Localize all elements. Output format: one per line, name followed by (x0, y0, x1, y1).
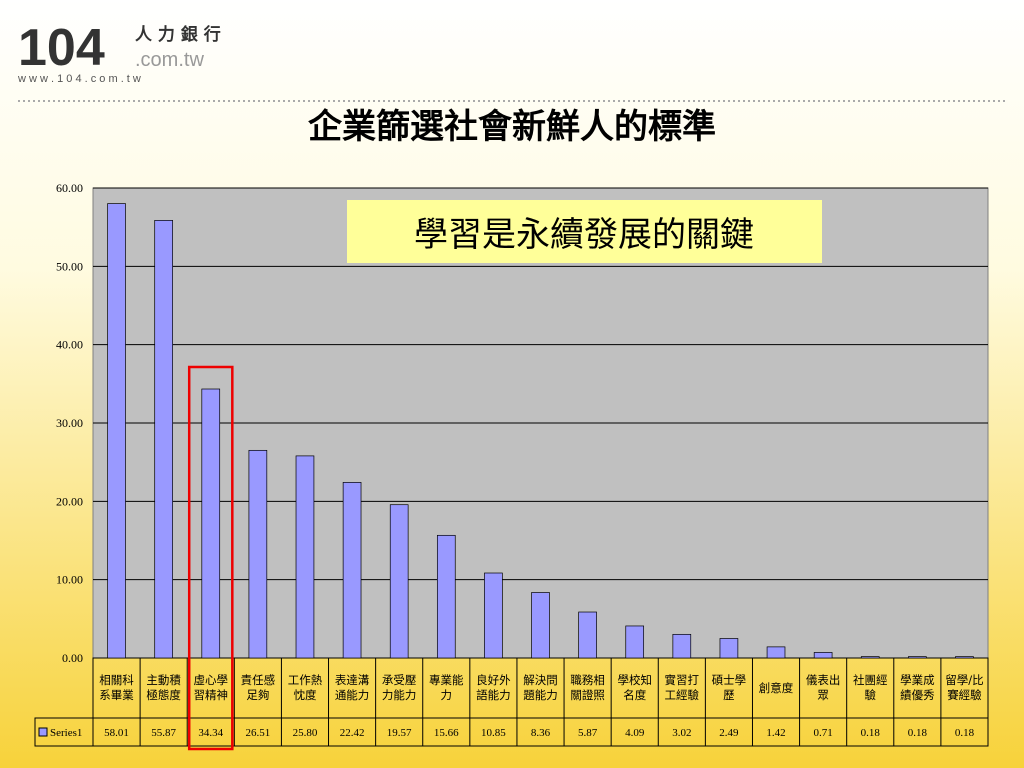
data-label: 0.18 (955, 727, 975, 739)
x-tick-label: 專業能力 (429, 673, 464, 702)
bar (672, 633, 692, 659)
annotation-box (347, 200, 822, 263)
x-tick-label-box: 職務相關證照 (570, 673, 605, 702)
y-tick-label: 20.00 (56, 494, 83, 508)
data-label: 15.66 (434, 727, 459, 739)
bar (295, 455, 315, 659)
data-label: 2.49 (719, 727, 739, 739)
data-label: 0.18 (861, 727, 881, 739)
x-tick-label: 學校知名度 (617, 673, 652, 702)
bar (342, 482, 362, 659)
x-tick-label: 虛心學習精神 (193, 673, 229, 702)
bar (955, 656, 974, 659)
x-tick-label: 解決問題能力 (523, 673, 558, 702)
bar (107, 203, 126, 659)
bar (625, 625, 645, 659)
bar (154, 220, 173, 659)
logo-url: w w w . 1 0 4 . c o m . t w (17, 73, 141, 85)
x-tick-label-box: 實習打工經驗 (664, 673, 700, 702)
x-tick-label: 承受壓力能力 (381, 673, 417, 702)
y-tick-label: 60.00 (56, 181, 83, 195)
x-tick-label-box: 工作熱忱度 (287, 673, 323, 702)
highlight-box (187, 365, 234, 751)
data-label: 34.34 (198, 727, 223, 739)
bar (531, 592, 550, 659)
data-label: 19.57 (387, 727, 412, 739)
bar (248, 449, 268, 659)
x-tick-label-box: 解決問題能力 (523, 673, 558, 702)
data-label: 58.01 (104, 727, 129, 739)
x-tick-label: 相關科系畢業 (99, 673, 134, 702)
y-tick-label: 40.00 (56, 338, 83, 352)
x-tick-label-box: 學業成績優秀 (900, 673, 935, 702)
x-tick-label-box: 表達溝通能力 (334, 673, 370, 702)
y-tick-label: 10.00 (56, 573, 83, 587)
x-tick-label: 學業成績優秀 (900, 673, 935, 702)
legend-key (38, 727, 48, 737)
x-tick-label-box: 相關科系畢業 (99, 673, 134, 702)
x-tick-label: 主動積極態度 (146, 673, 181, 702)
x-tick-label-box: 良好外語能力 (476, 673, 511, 702)
x-tick-label: 創意度 (758, 680, 794, 695)
bar (436, 534, 456, 659)
x-tick-label: 實習打工經驗 (664, 673, 700, 702)
data-label: 1.42 (766, 727, 785, 739)
data-label: 25.80 (293, 727, 318, 739)
data-label: 55.87 (151, 727, 176, 739)
bar (719, 638, 739, 659)
x-tick-label: 社團經驗 (852, 673, 888, 702)
data-label: 0.18 (908, 727, 928, 739)
data-label: 8.36 (531, 727, 551, 739)
y-tick-label: 50.00 (56, 259, 83, 273)
x-tick-label-box: 專業能力 (429, 673, 464, 702)
bar (578, 611, 597, 659)
bar (813, 652, 833, 659)
chart-title: 企業篩選社會新鮮人的標準 (308, 107, 716, 146)
data-label: 26.51 (245, 727, 270, 739)
data-label: 10.85 (481, 727, 506, 739)
bar (484, 572, 503, 659)
x-tick-label-box: 社團經驗 (852, 673, 888, 702)
x-tick-label: 職務相關證照 (570, 673, 605, 702)
x-tick-label-box: 創意度 (758, 680, 794, 695)
bar (908, 656, 927, 659)
logo-number: 104 (18, 19, 105, 77)
x-tick-label-box: 虛心學習精神 (193, 673, 229, 702)
x-tick-label: 碩士學歷 (711, 673, 747, 702)
x-tick-label-box: 主動積極態度 (146, 673, 181, 702)
bar (389, 504, 409, 659)
x-tick-label: 表達溝通能力 (334, 673, 370, 702)
annotation: 學習是永續發展的關鍵 (414, 216, 754, 254)
x-tick-label-box: 責任感足夠 (240, 673, 276, 702)
x-tick-label: 責任感足夠 (240, 673, 276, 702)
x-tick-label: 良好外語能力 (476, 673, 511, 702)
data-label: 4.09 (625, 727, 645, 739)
x-tick-label-box: 儀表出眾 (805, 673, 841, 702)
bar (766, 646, 786, 659)
logo-name: 人 力 銀 行 (135, 24, 221, 45)
x-tick-label-box: 碩士學歷 (711, 673, 747, 702)
x-tick-label: 工作熱忱度 (287, 673, 323, 702)
logo-domain: .com.tw (135, 49, 204, 71)
data-label: 22.42 (340, 727, 365, 739)
data-label: 0.71 (814, 727, 833, 739)
y-tick-label: 0.00 (62, 651, 83, 665)
x-tick-label-box: 承受壓力能力 (381, 673, 417, 702)
legend-label: Series1 (50, 727, 82, 739)
x-tick-label-box: 留學/比賽經驗 (945, 673, 984, 702)
data-label: 3.02 (672, 727, 691, 739)
x-tick-label: 留學/比賽經驗 (945, 673, 984, 702)
x-tick-label: 儀表出眾 (805, 673, 841, 702)
bar (201, 388, 221, 659)
bar (860, 656, 880, 659)
y-tick-label: 30.00 (56, 416, 83, 430)
data-label: 5.87 (578, 727, 598, 739)
x-tick-label-box: 學校知名度 (617, 673, 652, 702)
